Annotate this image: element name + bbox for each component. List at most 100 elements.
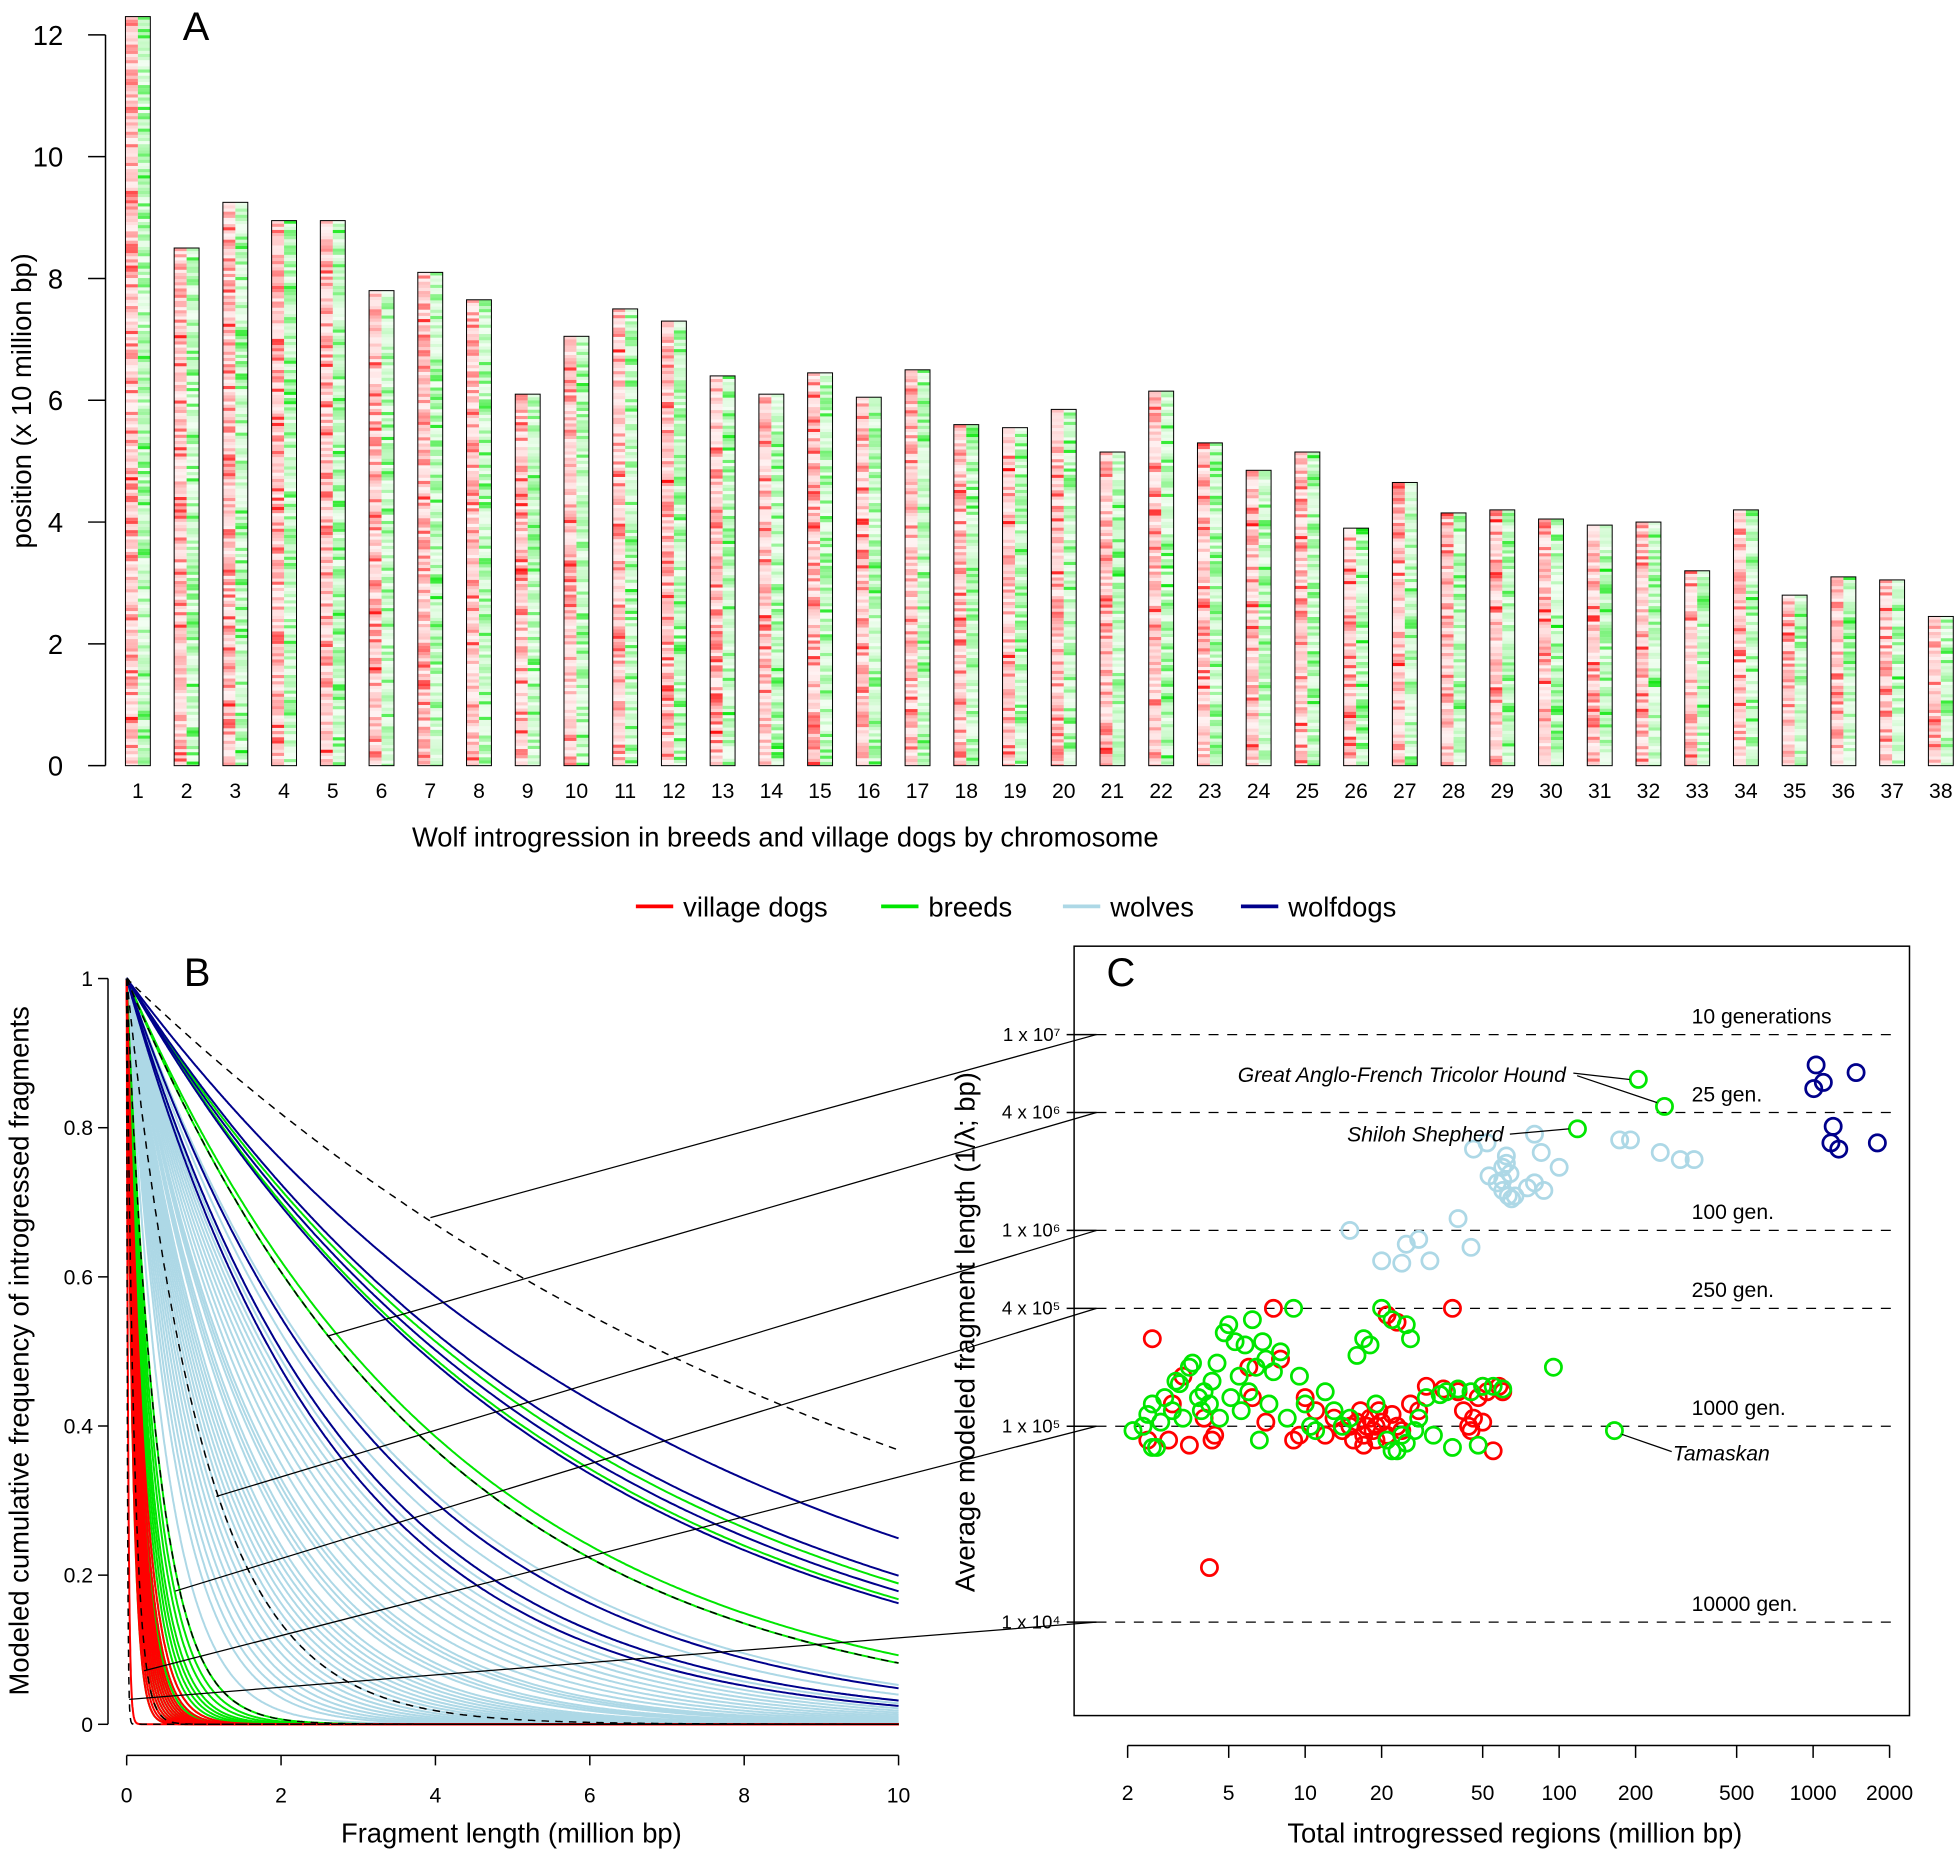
breed-stripe: [723, 612, 735, 615]
village-stripe: [613, 732, 625, 735]
breed-stripe: [820, 690, 832, 693]
breed-stripe: [138, 381, 150, 384]
village-stripe: [174, 528, 186, 531]
breed-stripe: [625, 393, 637, 396]
breed-stripe: [820, 641, 832, 644]
breed-stripe: [625, 368, 637, 371]
village-stripe: [174, 640, 186, 643]
village-stripe: [759, 413, 771, 416]
breed-stripe: [430, 624, 442, 627]
village-stripe: [710, 712, 722, 715]
village-stripe: [467, 515, 479, 518]
village-stripe: [125, 306, 137, 309]
village-stripe: [808, 385, 820, 388]
breed-stripe: [869, 684, 881, 687]
village-stripe: [369, 521, 381, 524]
breed-stripe: [138, 680, 150, 683]
village-stripe: [710, 516, 722, 519]
village-stripe: [272, 591, 284, 594]
breed-stripe: [820, 756, 832, 759]
breed-stripe: [869, 562, 881, 565]
village-stripe: [467, 480, 479, 483]
breed-stripe: [625, 648, 637, 651]
breed-stripe: [382, 711, 394, 714]
breed-stripe: [771, 684, 783, 687]
village-stripe: [223, 532, 235, 535]
village-stripe: [467, 580, 479, 583]
village-stripe: [515, 737, 527, 740]
breed-stripe: [674, 480, 686, 483]
breed-stripe: [333, 463, 345, 466]
breed-stripe: [284, 270, 296, 273]
breed-stripe: [479, 418, 491, 421]
breed-stripe: [284, 442, 296, 445]
breed-stripe: [674, 654, 686, 657]
village-stripe: [320, 302, 332, 305]
breed-stripe: [430, 627, 442, 630]
breed-stripe: [284, 619, 296, 622]
village-stripe: [174, 519, 186, 522]
breed-stripe: [723, 494, 735, 497]
village-stripe: [174, 494, 186, 497]
breed-stripe: [771, 746, 783, 749]
village-stripe: [125, 680, 137, 683]
village-stripe: [759, 503, 771, 506]
village-stripe: [710, 556, 722, 559]
breed-stripe: [430, 758, 442, 761]
village-stripe: [515, 656, 527, 659]
village-stripe: [320, 743, 332, 746]
breed-stripe: [382, 636, 394, 639]
breed-stripe: [820, 516, 832, 519]
breed-stripe: [138, 88, 150, 91]
village-stripe: [125, 555, 137, 558]
village-stripe: [564, 411, 576, 414]
village-stripe: [272, 647, 284, 650]
breed-stripe: [235, 641, 247, 644]
village-stripe: [710, 746, 722, 749]
village-stripe: [174, 310, 186, 313]
breed-stripe: [138, 459, 150, 462]
breed-stripe: [820, 451, 832, 454]
village-stripe: [125, 645, 137, 648]
breed-stripe: [674, 477, 686, 480]
village-stripe: [272, 398, 284, 401]
breed-stripe: [771, 687, 783, 690]
village-stripe: [515, 740, 527, 743]
breed-stripe: [723, 469, 735, 472]
breed-stripe: [333, 582, 345, 585]
village-stripe: [125, 549, 137, 552]
breed-stripe: [382, 493, 394, 496]
village-stripe: [272, 485, 284, 488]
village-stripe: [125, 129, 137, 132]
breed-stripe: [625, 502, 637, 505]
breed-stripe: [138, 278, 150, 281]
breed-stripe: [625, 549, 637, 552]
breed-stripe: [479, 399, 491, 402]
village-stripe: [369, 621, 381, 624]
village-stripe: [223, 610, 235, 613]
village-stripe: [174, 425, 186, 428]
village-stripe: [467, 306, 479, 309]
village-stripe: [418, 568, 430, 571]
village-stripe: [223, 439, 235, 442]
breed-stripe: [430, 335, 442, 338]
village-stripe: [710, 603, 722, 606]
breed-stripe: [723, 547, 735, 550]
breed-stripe: [138, 216, 150, 219]
village-stripe: [710, 690, 722, 693]
breed-stripe: [382, 729, 394, 732]
breed-stripe: [625, 623, 637, 626]
breed-stripe: [430, 727, 442, 730]
village-stripe: [808, 687, 820, 690]
village-stripe: [808, 581, 820, 584]
breed-stripe: [382, 627, 394, 630]
village-stripe: [272, 435, 284, 438]
breed-stripe: [333, 323, 345, 326]
breed-stripe: [820, 494, 832, 497]
village-stripe: [515, 522, 527, 525]
village-stripe: [564, 343, 576, 346]
village-stripe: [613, 514, 625, 517]
village-stripe: [320, 756, 332, 759]
breed-stripe: [138, 527, 150, 530]
village-stripe: [125, 213, 137, 216]
